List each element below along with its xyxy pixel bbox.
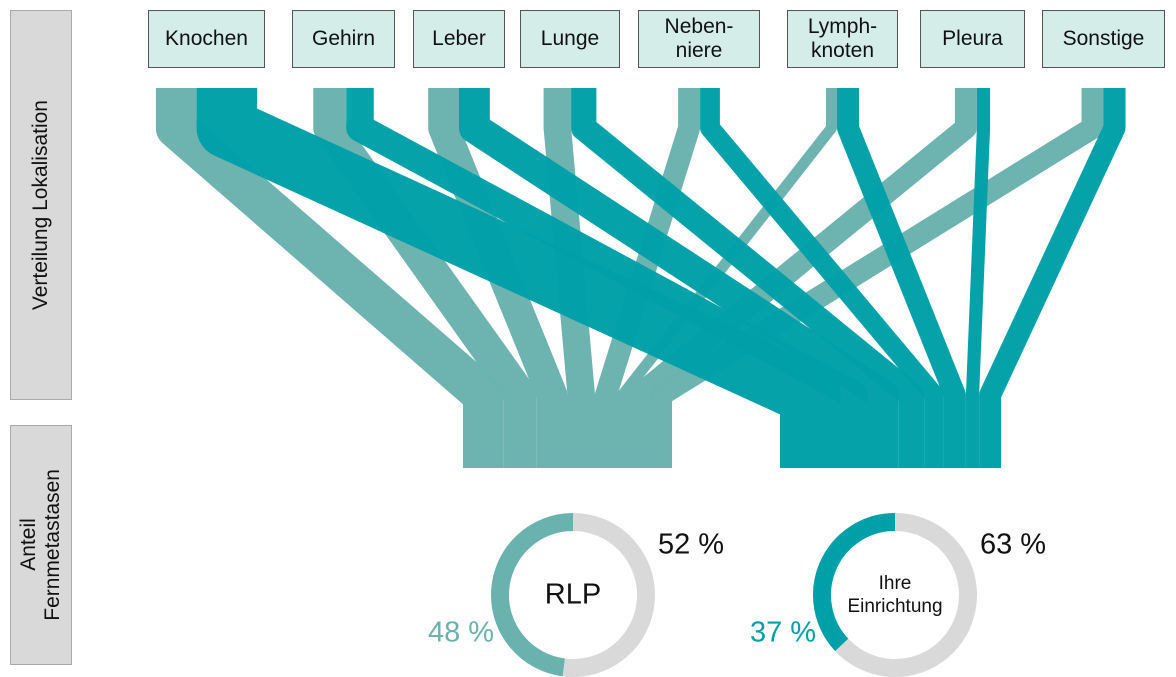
flow [650,88,1104,468]
side-label: Verteilung Lokalisation [29,99,52,311]
location-box: Pleura [920,10,1025,68]
donut-segment [835,513,977,677]
flow [979,88,1126,468]
location-box: Sonstige [1042,10,1165,68]
location-box: Gehirn [292,10,395,68]
donut-value-label: 63 % [979,528,1047,561]
location-box: Knochen [148,10,265,68]
location-box: Neben- niere [638,10,760,68]
flow [837,88,966,468]
donut-value-label: 48 % [427,616,495,649]
flow [571,88,925,468]
flow [459,88,899,468]
donut-segment [813,513,896,652]
flow [700,88,944,468]
donut-segment [491,513,574,677]
donut-value-label: 37 % [749,616,817,649]
flow [346,88,868,468]
donut-segment [562,513,655,677]
donut-value-label: 52 % [657,528,725,561]
flow [595,88,701,468]
flow [965,88,991,468]
location-box: Lunge [520,10,620,68]
flow [617,88,837,468]
location-box: Lymph- knoten [787,10,898,68]
location-box: Leber [413,10,505,68]
flow [155,88,504,468]
side-box: Anteil Fernmetastasen [10,425,72,665]
flow [628,88,977,468]
side-box: Verteilung Lokalisation [10,10,72,400]
donut-center-label: RLP [544,578,602,611]
side-label: Anteil Fernmetastasen [17,469,64,621]
flow [196,88,841,468]
flow [313,88,537,468]
donut-center-label: Ihre Einrichtung [847,573,943,617]
